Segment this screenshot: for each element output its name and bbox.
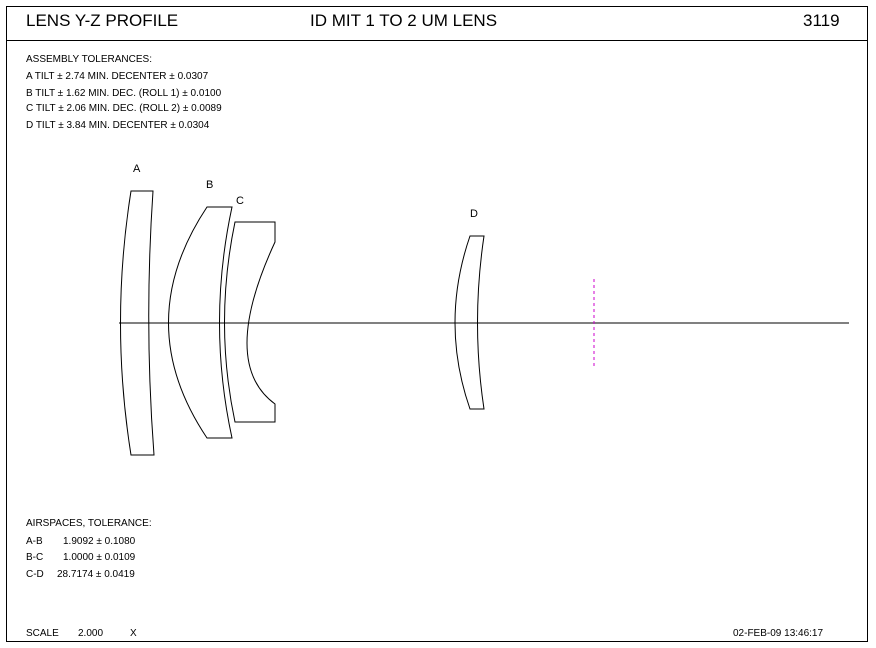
- airspace-pair-cd: C-D: [26, 569, 44, 580]
- tolerance-line-a: A TILT ± 2.74 MIN. DECENTER ± 0.0307: [26, 71, 209, 82]
- tolerance-line-c: C TILT ± 2.06 MIN. DEC. (ROLL 2) ± 0.008…: [26, 103, 222, 114]
- tolerance-line-b: B TILT ± 1.62 MIN. DEC. (ROLL 1) ± 0.010…: [26, 88, 222, 99]
- header-divider: [6, 40, 868, 41]
- airspaces-heading: AIRSPACES, TOLERANCE:: [26, 518, 152, 529]
- lens-element-c: [224, 221, 276, 423]
- airspace-pair-ab: A-B: [26, 536, 43, 547]
- scale-label: SCALE: [26, 628, 59, 639]
- lens-element-b: [168, 206, 233, 439]
- lens-element-d: [454, 235, 485, 410]
- scale-value: 2.000: [78, 628, 104, 639]
- airspace-value-ab: 1.9092 ± 0.1080: [63, 536, 136, 547]
- airspace-value-bc: 1.0000 ± 0.0109: [63, 552, 136, 563]
- lens-element-a: [120, 190, 155, 456]
- airspace-value-cd: 28.7174 ± 0.0419: [57, 569, 135, 580]
- drawing-frame: [6, 6, 868, 642]
- scale-unit: X: [130, 628, 137, 639]
- tolerance-line-d: D TILT ± 3.84 MIN. DECENTER ± 0.0304: [26, 120, 210, 131]
- lens-label-c: C: [236, 195, 244, 207]
- assembly-heading: ASSEMBLY TOLERANCES:: [26, 54, 152, 65]
- lens-title: ID MIT 1 TO 2 UM LENS: [310, 11, 498, 30]
- lens-label-b: B: [206, 179, 214, 191]
- lens-label-d: D: [470, 208, 478, 220]
- timestamp: 02-FEB-09 13:46:17: [733, 628, 824, 639]
- airspace-pair-bc: B-C: [26, 552, 44, 563]
- profile-title: LENS Y-Z PROFILE: [26, 11, 179, 30]
- lens-label-a: A: [133, 163, 141, 175]
- drawing-number: 3119: [803, 11, 840, 30]
